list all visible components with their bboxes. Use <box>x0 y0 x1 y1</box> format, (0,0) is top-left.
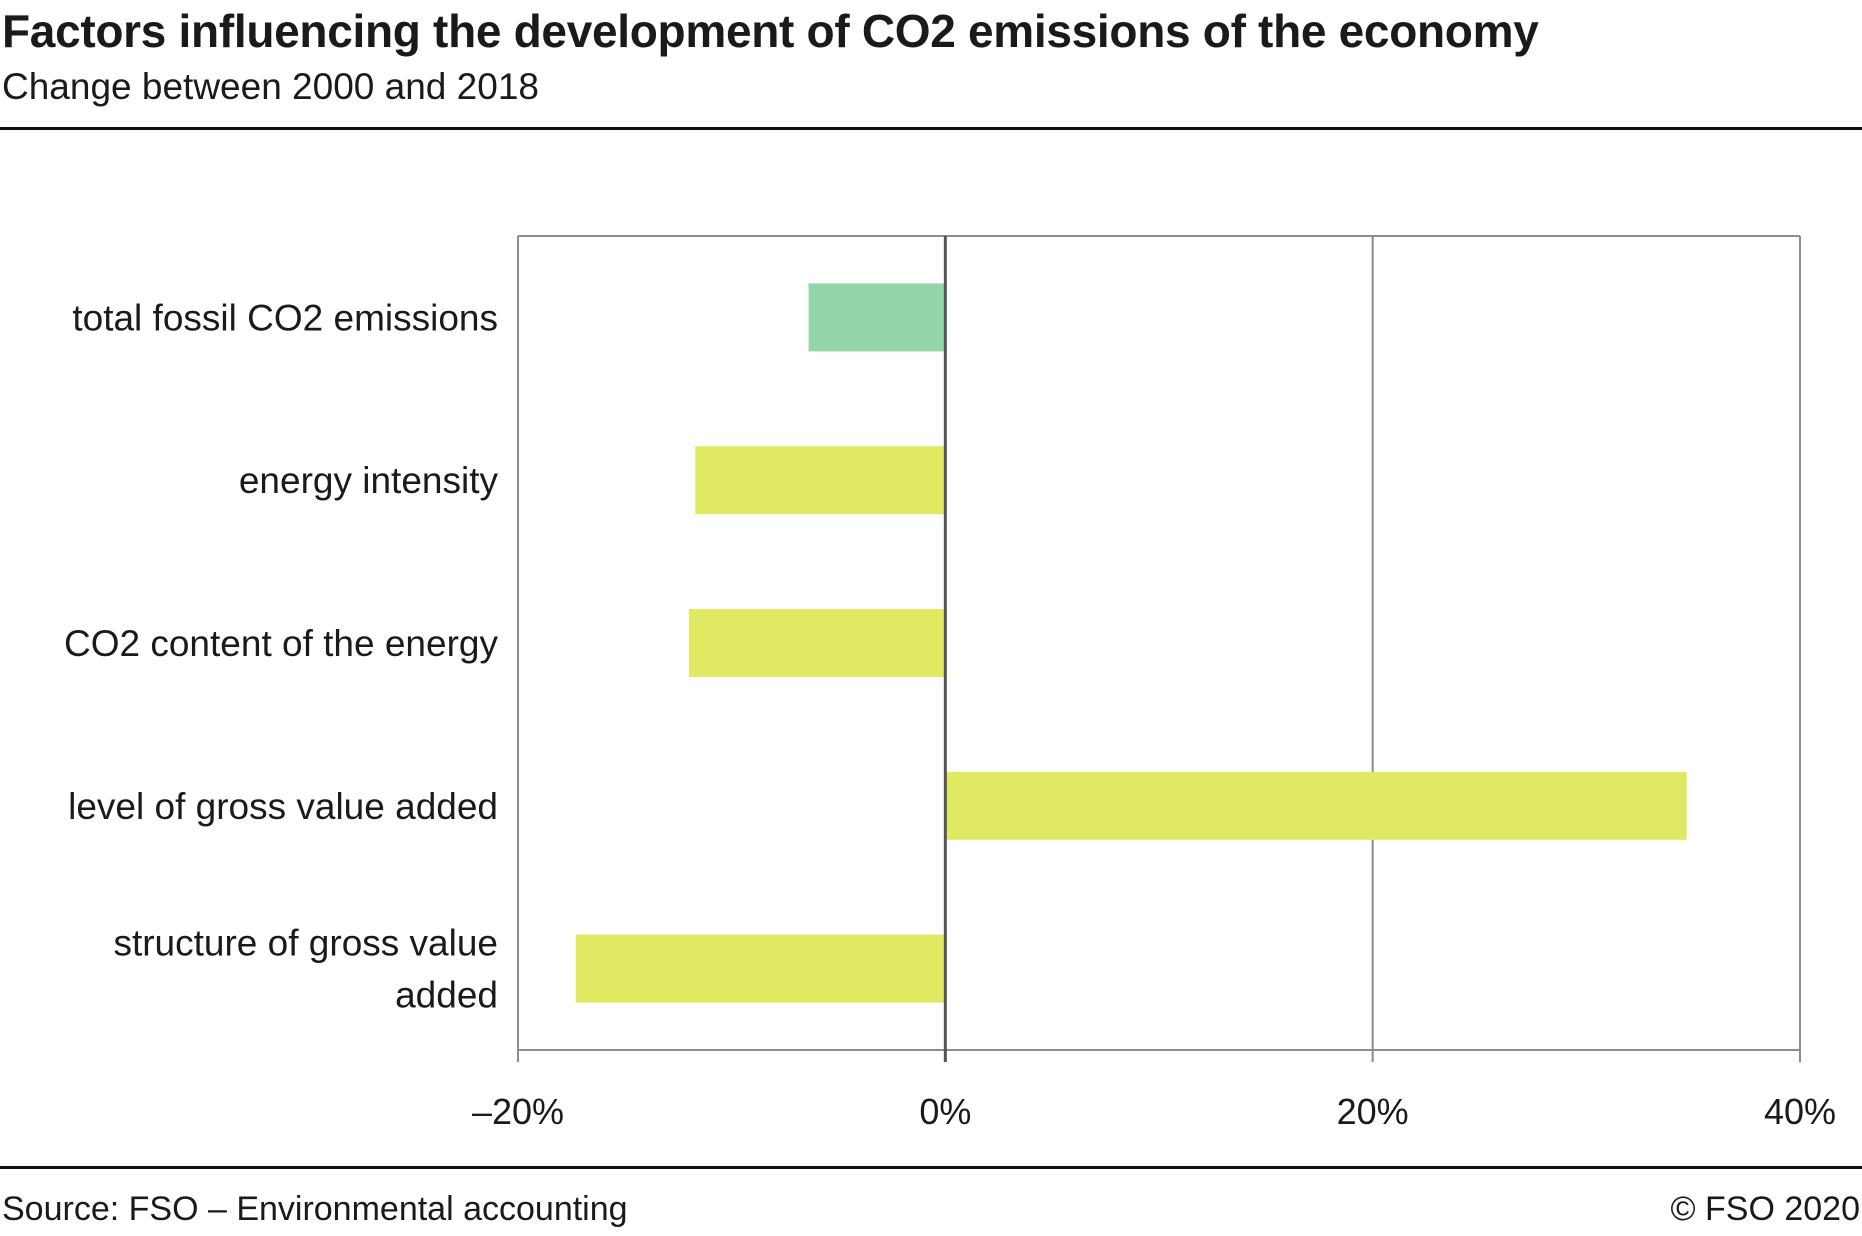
bar-chart: –20% 0% 20% 40% total fossil CO2 emissions en… <box>64 235 1836 1132</box>
footer-divider <box>0 1166 1862 1169</box>
bar-0 <box>808 283 946 352</box>
category-label: CO2 content of the energy <box>64 623 498 664</box>
x-tick-label: 40% <box>1764 1091 1836 1132</box>
x-tick-label: –20% <box>472 1091 564 1132</box>
category-label: structure of gross value added <box>113 923 498 1016</box>
x-tick-label: 0% <box>919 1091 971 1132</box>
category-label: energy intensity <box>239 460 499 501</box>
chart-title: Factors influencing the development of C… <box>2 5 1539 57</box>
x-tick-label: 20% <box>1337 1091 1409 1132</box>
chart-subtitle: Change between 2000 and 2018 <box>2 66 539 107</box>
copyright-note: © FSO 2020 <box>1670 1190 1860 1228</box>
source-note: Source: FSO – Environmental accounting <box>2 1190 628 1228</box>
bar-3 <box>945 771 1687 840</box>
category-label: level of gross value added <box>68 786 498 827</box>
bar-2 <box>688 609 946 677</box>
bar-4 <box>575 934 946 1003</box>
bar-1 <box>695 446 946 515</box>
header-divider <box>0 127 1862 130</box>
category-label: total fossil CO2 emissions <box>72 297 498 338</box>
